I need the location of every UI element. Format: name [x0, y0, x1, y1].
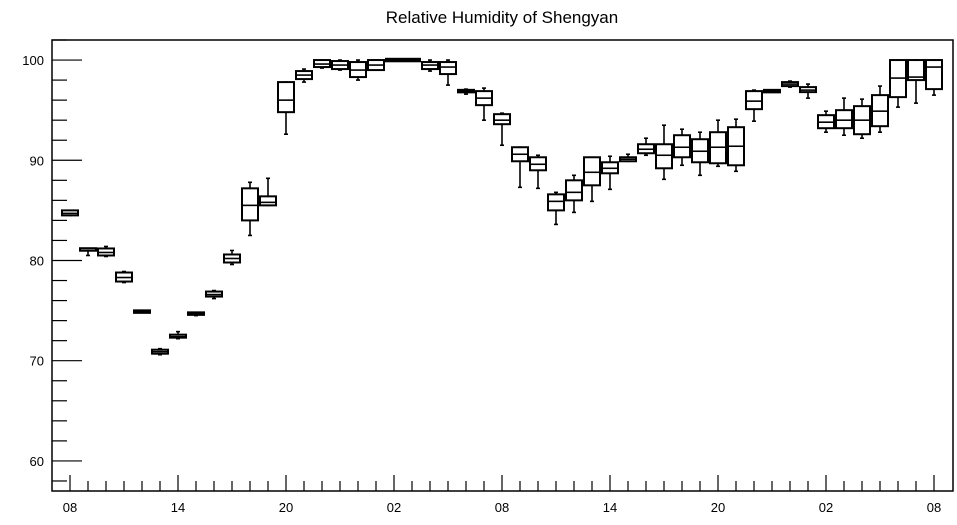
plot-frame — [51, 39, 954, 492]
y-tick-label: 80 — [30, 253, 44, 268]
box-body — [259, 195, 277, 207]
x-tick-label: 02 — [819, 500, 833, 515]
box-body — [907, 59, 925, 82]
x-tick-label: 08 — [495, 500, 509, 515]
box-body — [655, 143, 673, 170]
x-tick-label: 14 — [603, 500, 617, 515]
box-mark — [547, 191, 565, 226]
y-tick-label: 100 — [22, 53, 44, 68]
box-body — [673, 134, 691, 159]
box-body — [835, 109, 853, 130]
box-mark — [727, 118, 745, 173]
box-mark — [565, 174, 583, 214]
x-tick-label: 08 — [927, 500, 941, 515]
box-mark — [439, 59, 457, 86]
box-mark — [223, 249, 241, 266]
box-mark — [97, 245, 115, 258]
x-tick-label: 08 — [63, 500, 77, 515]
box-mark — [169, 330, 187, 340]
y-tick-label: 70 — [30, 354, 44, 369]
box-mark — [241, 181, 259, 237]
box-mark — [187, 311, 205, 317]
box-body — [583, 156, 601, 187]
chart-title: Relative Humidity of Shengyan — [386, 8, 618, 27]
box-mark — [205, 289, 223, 300]
box-body — [547, 193, 565, 212]
box-mark — [61, 209, 79, 217]
box-body — [277, 81, 295, 114]
y-tick-label: 60 — [30, 454, 44, 469]
box-body — [439, 61, 457, 76]
box-mark — [529, 154, 547, 190]
box-mark — [637, 137, 655, 157]
box-mark — [709, 119, 727, 168]
box-mark — [601, 155, 619, 191]
box-mark — [475, 87, 493, 121]
box-mark — [331, 59, 349, 71]
box-mark — [799, 83, 817, 99]
box-mark — [781, 80, 799, 88]
box-series — [61, 57, 943, 356]
box-mark — [511, 146, 529, 189]
box-mark — [835, 97, 853, 137]
box-body — [925, 59, 943, 91]
box-mark — [403, 57, 421, 63]
x-tick-label: 20 — [279, 500, 293, 515]
box-mark — [259, 177, 277, 207]
box-mark — [673, 128, 691, 167]
x-tick-label: 14 — [171, 500, 185, 515]
box-mark — [385, 57, 403, 63]
x-tick-label: 02 — [387, 500, 401, 515]
box-body — [565, 179, 583, 202]
box-mark — [907, 59, 925, 104]
box-mark — [655, 124, 673, 181]
box-mark — [745, 89, 763, 122]
box-mark — [151, 347, 169, 356]
box-mark — [277, 81, 295, 136]
box-mark — [457, 88, 475, 95]
box-mark — [367, 59, 385, 72]
y-tick-label: 90 — [30, 153, 44, 168]
box-mark — [79, 247, 97, 257]
box-mark — [583, 156, 601, 203]
box-mark — [853, 98, 871, 140]
box-mark — [871, 85, 889, 134]
box-mark — [133, 309, 151, 314]
box-mark — [925, 59, 943, 96]
box-mark — [295, 68, 313, 83]
box-body — [493, 113, 511, 126]
x-tick-label: 20 — [711, 500, 725, 515]
box-body — [745, 90, 763, 111]
box-mark — [817, 110, 835, 134]
box-mark — [619, 153, 637, 163]
box-mark — [493, 112, 511, 147]
box-mark — [115, 270, 133, 284]
box-mark — [313, 59, 331, 69]
box-body — [241, 187, 259, 222]
box-mark — [889, 59, 907, 108]
axes: 60 70 80 90 100 08 14 20 02 08 14 20 02 08 — [22, 39, 941, 515]
box-mark — [421, 59, 439, 72]
box-mark — [691, 131, 709, 177]
box-mark — [349, 59, 367, 81]
box-mark — [763, 88, 781, 94]
